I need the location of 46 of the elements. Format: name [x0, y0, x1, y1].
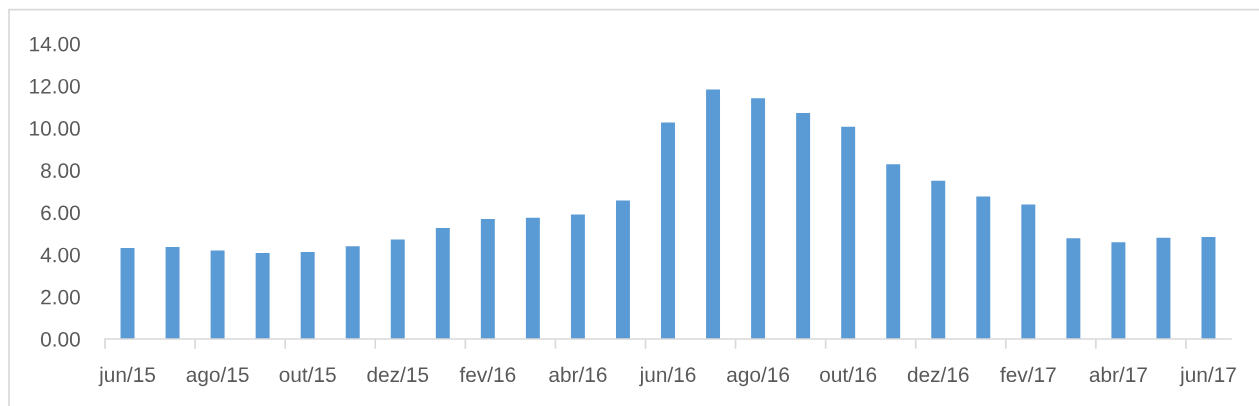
x-tick-label: abr/16 — [549, 366, 607, 383]
x-tick-label: jun/15 — [98, 366, 156, 387]
y-tick-label: 0.00 — [40, 332, 80, 347]
bar — [525, 217, 540, 339]
x-tick-label: ago/15 — [186, 366, 249, 387]
x-tick-label: dez/16 — [907, 366, 969, 383]
x-tick-label: out/16 — [820, 366, 877, 383]
x-tick-label: jun/16 — [639, 366, 696, 387]
bar — [976, 196, 991, 339]
y-tick-label: 4.00 — [40, 247, 80, 263]
y-tick-label: 2.00 — [41, 289, 80, 305]
y-tick-label: 6.00 — [41, 205, 80, 221]
x-tick-label: abr/17 — [1089, 366, 1147, 383]
bar — [1156, 237, 1171, 339]
y-tick-label: 8.00 — [41, 163, 80, 179]
x-tick-label: dez/15 — [367, 366, 429, 383]
x-tick-label: out/15 — [279, 366, 336, 383]
y-tick-label: 14.00 — [30, 36, 80, 52]
x-tick-label: fev/16 — [459, 366, 516, 383]
bar — [120, 248, 135, 339]
bar — [480, 218, 495, 339]
bar — [1021, 204, 1036, 339]
x-tick-label: fev/17 — [1000, 366, 1056, 383]
bar — [615, 200, 630, 339]
bar — [570, 214, 585, 339]
bar — [255, 252, 270, 339]
bar — [345, 246, 360, 339]
bar — [1201, 236, 1216, 339]
x-tick-label: jun/17 — [1179, 366, 1236, 387]
bar — [300, 252, 315, 339]
bar — [390, 239, 405, 339]
bar — [210, 250, 225, 339]
bar — [886, 164, 901, 339]
bar — [1066, 238, 1081, 339]
x-tick-label: ago/16 — [727, 366, 790, 387]
y-tick-label: 10.00 — [30, 121, 80, 136]
bar — [751, 98, 766, 339]
bar — [706, 89, 721, 339]
bar — [435, 228, 450, 339]
bar — [841, 126, 856, 339]
bar — [796, 113, 811, 339]
bar — [165, 247, 180, 339]
bar — [931, 180, 946, 339]
bar — [1111, 242, 1126, 339]
y-tick-label: 12.00 — [30, 78, 80, 94]
bar — [661, 122, 675, 339]
